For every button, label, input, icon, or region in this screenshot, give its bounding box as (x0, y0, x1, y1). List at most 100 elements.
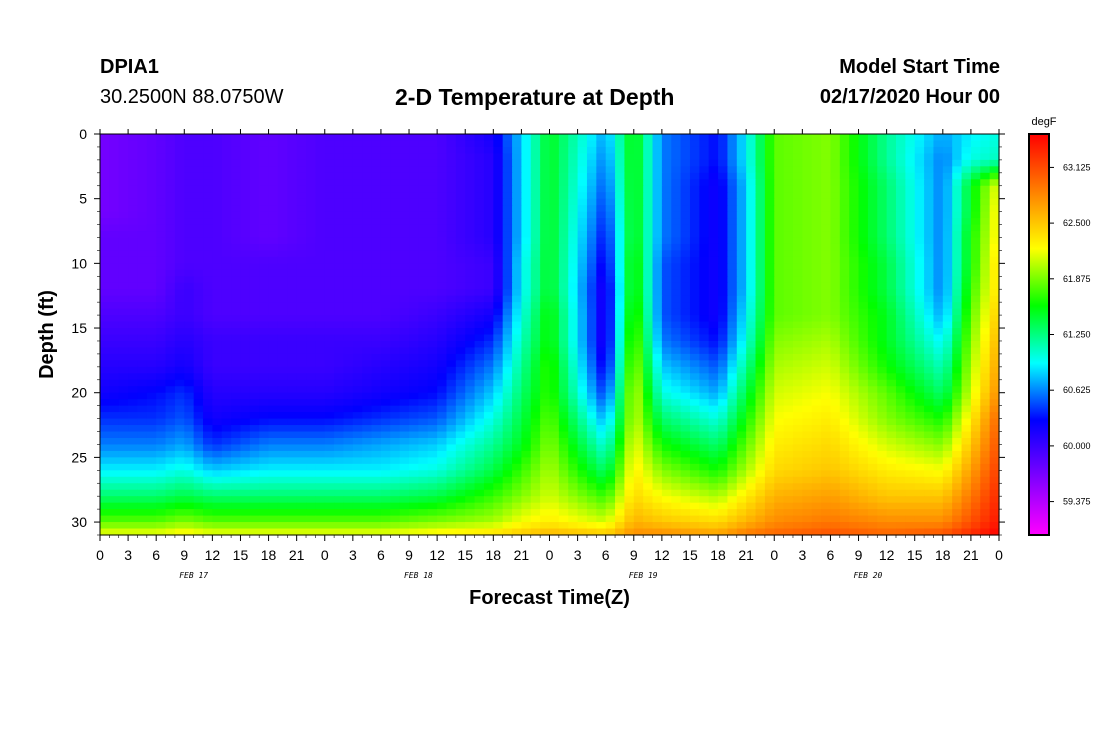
heatmap-cell (352, 289, 363, 297)
station-id: DPIA1 (100, 56, 159, 78)
heatmap-cell (680, 159, 691, 167)
heatmap-cell (596, 211, 607, 219)
heatmap-cell (137, 263, 148, 271)
heatmap-cell (577, 153, 588, 161)
heatmap-cell (989, 263, 1000, 271)
heatmap-cell (558, 353, 569, 361)
heatmap-cell (240, 450, 251, 458)
heatmap-cell (689, 185, 700, 193)
heatmap-cell (764, 166, 775, 174)
heatmap-cell (324, 302, 335, 310)
heatmap-cell (100, 308, 110, 316)
heatmap-cell (877, 231, 888, 239)
heatmap-cell (540, 302, 551, 310)
heatmap-cell (989, 218, 1000, 226)
heatmap-cell (446, 146, 457, 155)
heatmap-cell (203, 159, 213, 167)
heatmap-cell (268, 237, 279, 245)
heatmap-cell (905, 140, 916, 148)
heatmap-cell (540, 211, 551, 219)
heatmap-cell (306, 153, 316, 161)
heatmap-cell (736, 328, 747, 336)
heatmap-cell (549, 373, 560, 381)
heatmap-cell (839, 425, 850, 433)
heatmap-cell (455, 185, 466, 193)
heatmap-cell (605, 328, 616, 336)
heatmap-cell (671, 134, 682, 142)
heatmap-cell (165, 379, 176, 387)
heatmap-cell (502, 392, 513, 400)
heatmap-cell (942, 457, 953, 465)
heatmap-cell (446, 211, 457, 219)
heatmap-cell (914, 418, 925, 426)
heatmap-cell (858, 218, 869, 226)
heatmap-cell (811, 373, 822, 381)
heatmap-cell (718, 276, 729, 284)
heatmap-cell (652, 360, 663, 368)
heatmap-cell (380, 353, 391, 361)
heatmap-cell (530, 250, 541, 258)
heatmap-cell (268, 295, 279, 303)
heatmap-cell (802, 243, 813, 252)
heatmap-cell (165, 269, 176, 277)
heatmap-cell (802, 450, 813, 458)
heatmap-cell (409, 418, 419, 426)
heatmap-cell (343, 450, 354, 458)
heatmap-cell (474, 347, 485, 355)
heatmap-cell (680, 295, 691, 303)
heatmap-cell (352, 379, 363, 387)
heatmap-cell (343, 282, 354, 290)
heatmap-cell (877, 295, 888, 303)
heatmap-cell (783, 179, 794, 187)
heatmap-cell (849, 218, 860, 226)
heatmap-cell (437, 437, 448, 446)
heatmap-cell (755, 340, 766, 349)
heatmap-cell (661, 218, 672, 226)
heatmap-cell (324, 269, 335, 277)
heatmap-cell (961, 237, 972, 245)
heatmap-cell (540, 146, 551, 155)
heatmap-cell (203, 321, 213, 329)
heatmap-cell (689, 450, 700, 458)
heatmap-cell (334, 140, 345, 148)
heatmap-cell (455, 412, 466, 420)
heatmap-cell (849, 379, 860, 387)
heatmap-cell (512, 146, 522, 155)
heatmap-cell (558, 405, 569, 413)
heatmap-cell (549, 231, 560, 239)
heatmap-cell (886, 360, 897, 368)
heatmap-cell (334, 347, 345, 355)
heatmap-cell (240, 373, 251, 381)
heatmap-cell (315, 418, 326, 426)
heatmap-cell (221, 347, 232, 355)
heatmap-cell (399, 373, 410, 381)
heatmap-cell (446, 263, 457, 271)
heatmap-cell (952, 366, 963, 374)
heatmap-cell (699, 231, 710, 239)
heatmap-cell (615, 140, 626, 148)
heatmap-cell (886, 444, 897, 452)
heatmap-cell (755, 392, 766, 400)
heatmap-cell (615, 463, 626, 471)
heatmap-cell (371, 269, 382, 277)
heatmap-cell (586, 159, 597, 167)
heatmap-cell (174, 425, 185, 433)
heatmap-cell (942, 166, 953, 174)
heatmap-cell (549, 405, 560, 413)
heatmap-cell (970, 399, 981, 407)
heatmap-cell (521, 463, 532, 471)
heatmap-cell (483, 289, 494, 297)
heatmap-cell (746, 250, 757, 258)
heatmap-cell (390, 256, 401, 264)
heatmap-cell (895, 353, 906, 361)
heatmap-cell (568, 399, 579, 407)
heatmap-cell (502, 146, 513, 155)
heatmap-cell (465, 231, 476, 239)
heatmap-cell (821, 457, 832, 465)
heatmap-cell (231, 269, 242, 277)
heatmap-cell (718, 185, 729, 193)
heatmap-cell (933, 153, 944, 161)
heatmap-cell (100, 360, 110, 368)
heatmap-cell (165, 231, 176, 239)
heatmap-cell (633, 237, 644, 245)
